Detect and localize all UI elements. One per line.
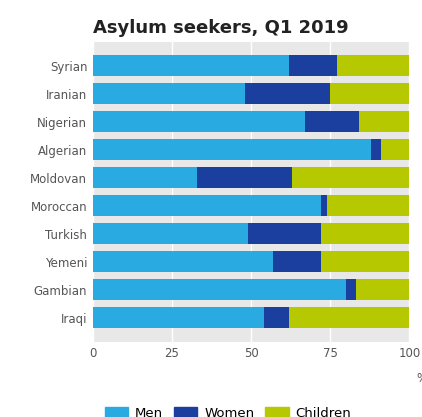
Bar xyxy=(355,279,409,300)
Bar xyxy=(330,83,409,104)
Bar xyxy=(93,167,197,188)
Bar xyxy=(93,279,346,300)
Text: Asylum seekers, Q1 2019: Asylum seekers, Q1 2019 xyxy=(93,19,349,38)
Bar xyxy=(381,139,409,160)
Bar xyxy=(321,224,409,244)
Bar xyxy=(305,111,359,132)
Bar xyxy=(93,224,248,244)
Bar xyxy=(321,195,327,216)
Bar xyxy=(93,83,245,104)
Text: %: % xyxy=(416,372,422,385)
Bar xyxy=(346,279,355,300)
Bar xyxy=(337,55,409,76)
Bar xyxy=(359,111,409,132)
Bar xyxy=(327,195,409,216)
Legend: Men, Women, Children: Men, Women, Children xyxy=(100,402,356,417)
Bar xyxy=(264,307,289,328)
Bar xyxy=(371,139,381,160)
Bar xyxy=(93,111,305,132)
Bar xyxy=(93,307,264,328)
Bar xyxy=(321,251,409,272)
Bar xyxy=(248,224,321,244)
Bar xyxy=(292,167,409,188)
Bar xyxy=(273,251,321,272)
Bar xyxy=(289,55,337,76)
Bar xyxy=(245,83,330,104)
Bar xyxy=(93,251,273,272)
Bar xyxy=(93,139,371,160)
Bar xyxy=(289,307,409,328)
Bar xyxy=(93,55,289,76)
Bar xyxy=(93,195,321,216)
Bar xyxy=(197,167,292,188)
